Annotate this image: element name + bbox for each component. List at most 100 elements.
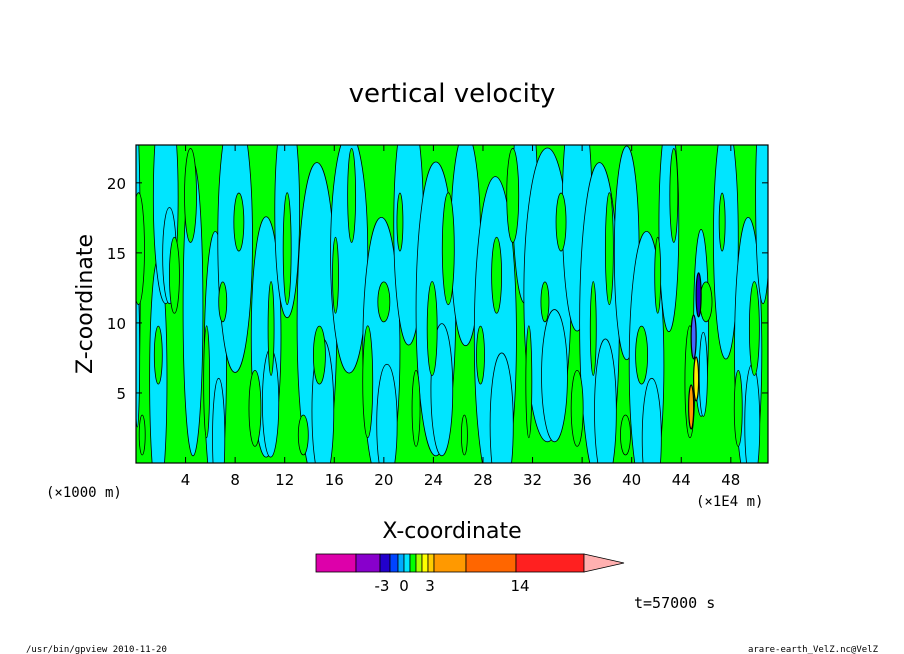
x-axis-label: X-coordinate [382,519,521,544]
x-tick-label: 44 [672,471,691,489]
colorbar-segment [389,553,399,573]
contour-band [332,236,339,314]
contour-band [635,325,648,385]
contour-band [347,148,357,243]
colorbar-segment [421,553,429,573]
contour-band [476,325,485,385]
contour-band [755,145,768,305]
contour-band [733,369,743,447]
contour-band [698,331,708,417]
contour-band [744,363,761,463]
contour-band [491,236,503,314]
contour-band [589,281,597,376]
contour-band [525,325,533,439]
contour-band [217,145,253,373]
contour-band [441,192,455,306]
contour-band [718,192,726,252]
x-tick-label: 16 [325,471,344,489]
contour-band [169,236,180,314]
contour-band [248,369,262,447]
colorbar-segment [515,553,585,573]
contour-plot-area [135,144,769,464]
colorbar-segment [415,553,423,573]
colorbar-tick-labels: -3 0 3 14 [375,577,530,595]
chart-title: vertical velocity [349,79,556,109]
updraft-core [695,272,702,318]
x-tick-label: 20 [374,471,393,489]
contour-band [411,369,421,447]
colorbar-segment [397,553,405,573]
contour-band [506,148,520,243]
contour-band [540,281,550,323]
contour-band [460,414,468,456]
colorbar-tick-label: 0 [399,577,409,595]
contour-band [267,281,275,376]
x-tick-label: 40 [622,471,641,489]
footer-left: /usr/bin/gpview 2010-11-20 [26,645,167,654]
footer-right: arare-earth_VelZ.nc@VelZ [748,645,879,654]
updraft-core [688,384,695,430]
contour-band [594,338,617,463]
x-tick-label: 48 [721,471,740,489]
contour-band [713,145,739,360]
colorbar-segment [409,553,417,573]
contour-band [313,325,326,385]
contour-bands [136,145,768,463]
x-tick-label: 12 [275,471,294,489]
colorbar-extend-arrow [583,553,625,573]
contour-band [212,377,226,463]
plot-frame [135,144,769,464]
colorbar-segment [355,553,381,573]
contour-band [641,377,662,463]
contour-band [203,325,211,439]
colorbar-tick-label: 3 [425,577,435,595]
x-tick-label: 8 [230,471,240,489]
contour-band [541,309,568,443]
colorbar-tick-label: 14 [510,577,529,595]
contour-band [376,363,398,463]
x-tick-label: 24 [424,471,443,489]
contour-band [330,145,369,374]
contour-band [396,192,404,252]
x-unit-right: (×1E4 m) [696,494,763,510]
contour-band [604,192,614,306]
x-tick-label: 4 [181,471,191,489]
contour-band [377,281,391,323]
y-axis-ticks: 5 10 15 20 [107,175,768,403]
contour-band [218,281,228,323]
contour-band [489,352,514,463]
colorbar-segment [403,553,411,573]
updraft-core [693,356,700,402]
contour-band [748,281,760,376]
contour-band [654,236,662,314]
contour-band [362,325,374,439]
contour-band [184,148,197,243]
x-axis-ticks: 4 8 12 16 20 24 28 32 36 40 44 48 [181,145,740,489]
contour-band [669,148,679,243]
y-tick-label: 20 [107,175,126,193]
contour-band [138,414,146,456]
contour-band [570,369,584,447]
colorbar-segment [315,553,357,573]
updraft-core [690,314,697,360]
y-tick-label: 15 [107,245,126,263]
colorbar-segment [433,553,467,573]
colorbar-segment [427,553,435,573]
colorbar-segment [379,553,391,573]
contour-band [136,192,145,306]
x-tick-label: 36 [573,471,592,489]
contour-band [620,414,631,456]
y-tick-label: 10 [107,315,126,333]
x-tick-label: 32 [523,471,542,489]
colorbar-segment [465,553,517,573]
colorbar [315,553,625,573]
time-label: t=57000 s [634,594,715,612]
contour-band [555,192,567,252]
contour-band [233,192,245,252]
y-axis-label: Z-coordinate [73,234,98,374]
contour-band [699,281,713,323]
contour-band [153,325,163,385]
y-tick-label: 5 [116,385,126,403]
contour-band [297,414,309,456]
